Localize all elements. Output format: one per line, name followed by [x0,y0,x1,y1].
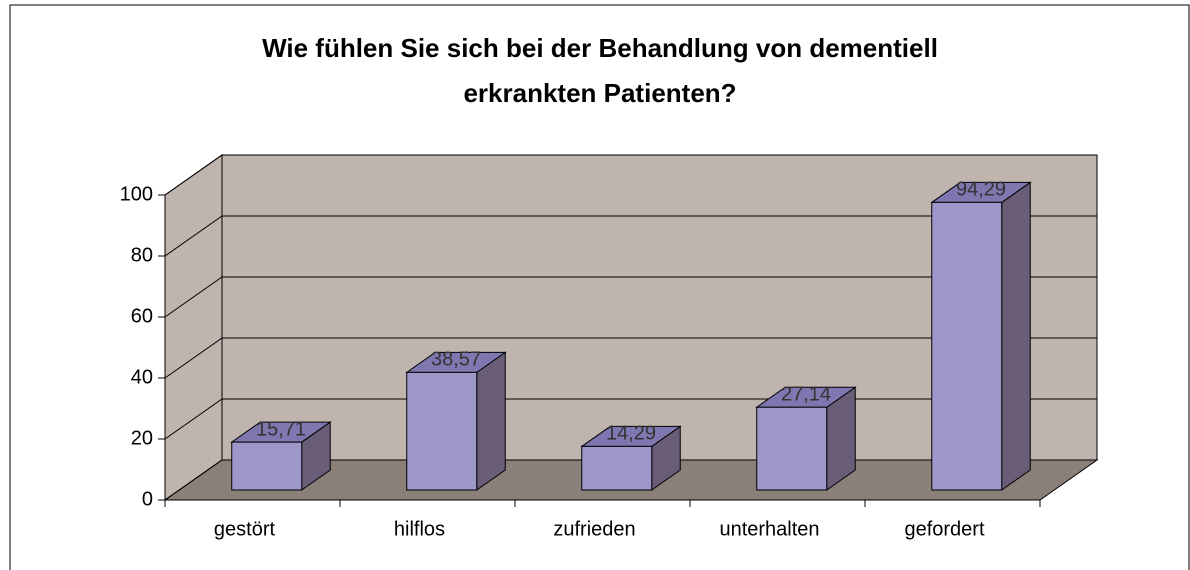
y-tick-label: 40 [131,366,153,388]
x-tick-label: hilflos [394,518,445,540]
grid-line [164,215,1097,257]
bar-side [476,351,506,491]
side-wall [164,154,223,501]
y-tick-label: 100 [120,183,153,205]
bar [756,406,828,491]
value-label: 94,29 [956,179,1006,201]
bar [581,445,653,491]
bar [231,441,303,491]
y-tick-label: 20 [131,427,153,449]
x-tick-label: zufrieden [553,518,635,540]
y-tick-label: 60 [131,305,153,327]
y-tick-label: 80 [131,244,153,266]
chart-frame [9,4,1190,570]
grid-line [164,154,1097,196]
x-tick-label: unterhalten [719,518,819,540]
bar [931,201,1003,491]
x-tick-label: gestört [214,518,276,540]
bar-side [1001,181,1031,491]
value-label: 27,14 [781,384,831,406]
grid-line [164,276,1097,318]
value-label: 15,71 [256,418,306,440]
chart-title: erkrankten Patienten? [463,78,736,108]
value-label: 14,29 [606,423,656,445]
grid-line [164,337,1097,379]
x-tick-label: gefordert [904,518,984,540]
value-label: 38,57 [431,349,481,371]
bar [406,371,478,491]
chart-title: Wie fühlen Sie sich bei der Behandlung v… [262,33,938,63]
y-tick-label: 0 [142,488,153,510]
